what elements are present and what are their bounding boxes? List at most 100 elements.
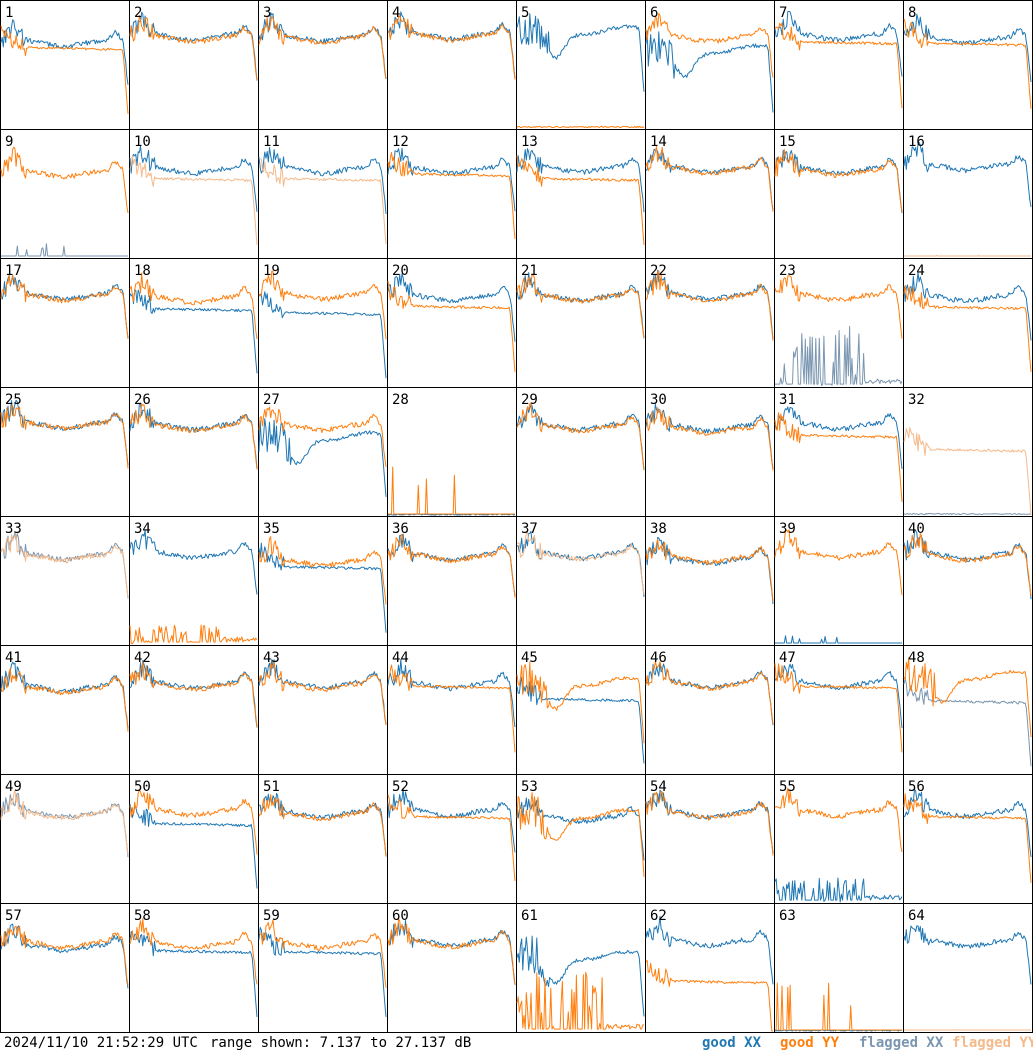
- panel-61: 61: [516, 903, 646, 1033]
- panel-33: 33: [0, 516, 130, 646]
- series-xx-48: [903, 678, 1032, 767]
- panel-label: 57: [5, 908, 22, 924]
- panel-frame: [387, 903, 517, 1033]
- panel-30: 30: [645, 387, 775, 517]
- panel-35: 35: [258, 516, 388, 646]
- series-xx-18: [129, 289, 258, 374]
- series-yy-41: [0, 668, 129, 732]
- panel-38: 38: [645, 516, 775, 646]
- panel-frame: [129, 903, 259, 1033]
- panel-frame: [645, 516, 775, 646]
- panel-34: 34: [129, 516, 259, 646]
- series-yy-51: [258, 794, 387, 857]
- panel-label: 31: [779, 392, 796, 408]
- series-yy-3: [258, 15, 387, 79]
- series-yy-62: [645, 960, 773, 1032]
- series-yy-13: [516, 155, 645, 245]
- panel-frame: [516, 258, 646, 388]
- panel-label: 55: [779, 779, 796, 795]
- panel-label: 29: [521, 392, 538, 408]
- series-yy-22: [645, 270, 774, 341]
- panel-label: 10: [134, 134, 151, 150]
- panel-label: 25: [5, 392, 22, 408]
- series-yy-6: [645, 12, 774, 78]
- panel-label: 33: [5, 521, 22, 537]
- panel-24: 24: [903, 258, 1033, 388]
- series-xx-37: [516, 530, 645, 597]
- series-yy-29: [516, 402, 645, 470]
- series-xx-53: [516, 797, 645, 861]
- series-xx-23: [775, 325, 903, 386]
- panel-20: 20: [387, 258, 517, 388]
- series-yy-46: [645, 661, 774, 725]
- panel-frame: [387, 258, 517, 388]
- series-yy-30: [645, 407, 774, 471]
- series-xx-47: [774, 663, 903, 729]
- panel-17: 17: [0, 258, 130, 388]
- panel-frame: [774, 258, 904, 388]
- panel-frame: [516, 387, 646, 517]
- panel-label: 63: [779, 908, 796, 924]
- panel-frame: [258, 645, 388, 775]
- series-xx-61: [516, 935, 645, 1017]
- series-yy-40: [903, 533, 1032, 597]
- series-yy-1: [0, 25, 129, 114]
- panel-label: 64: [908, 908, 925, 924]
- panel-56: 56: [903, 774, 1033, 904]
- panel-9: 9: [0, 129, 130, 259]
- panel-55: 55: [774, 774, 904, 904]
- series-yy-42: [129, 661, 258, 727]
- panel-label: 13: [521, 134, 538, 150]
- panel-label: 30: [650, 392, 667, 408]
- series-xx-56: [903, 788, 1032, 858]
- panel-label: 15: [779, 134, 796, 150]
- legend-good-xx: good XX: [702, 1035, 762, 1051]
- panel-label: 41: [5, 650, 22, 666]
- panel-frame: [258, 0, 388, 130]
- series-xx-9: [1, 243, 128, 257]
- panel-frame: [387, 516, 517, 646]
- panel-label: 2: [134, 5, 142, 21]
- series-yy-10: [129, 155, 258, 245]
- panel-label: 50: [134, 779, 151, 795]
- series-yy-31: [774, 412, 903, 502]
- series-xx-24: [903, 272, 1032, 341]
- legend-good-yy: good YY: [780, 1035, 840, 1051]
- panel-frame: [0, 129, 130, 259]
- series-xx-11: [258, 146, 387, 215]
- panel-frame: [387, 129, 517, 259]
- panel-26: 26: [129, 387, 259, 517]
- panel-label: 32: [908, 392, 925, 408]
- panel-frame: [774, 129, 904, 259]
- series-yy-7: [774, 22, 903, 109]
- series-yy-52: [387, 794, 516, 882]
- series-yy-56: [903, 793, 1032, 883]
- panel-frame: [387, 0, 517, 130]
- legend-flagged-xx: flagged XX: [859, 1035, 944, 1051]
- panel-label: 59: [263, 908, 280, 924]
- series-xx-41: [0, 661, 129, 729]
- panel-40: 40: [903, 516, 1033, 646]
- series-xx-59: [258, 927, 387, 1017]
- panel-39: 39: [774, 516, 904, 646]
- series-xx-62: [645, 915, 774, 985]
- series-yy-24: [903, 284, 1032, 372]
- series-yy-18: [129, 272, 258, 340]
- series-yy-12: [387, 152, 516, 239]
- series-yy-63: [775, 982, 902, 1031]
- series-yy-16: [904, 254, 1031, 257]
- panel-label: 28: [392, 392, 409, 408]
- series-xx-31: [774, 406, 903, 469]
- panel-52: 52: [387, 774, 517, 904]
- series-yy-5: [516, 125, 645, 129]
- panel-label: 48: [908, 650, 925, 666]
- panel-frame: [258, 387, 388, 517]
- series-yy-4: [387, 15, 516, 80]
- series-yy-8: [903, 18, 1032, 109]
- panel-32: 32: [903, 387, 1033, 517]
- panel-frame: [903, 258, 1033, 388]
- series-xx-12: [387, 147, 516, 212]
- panel-label: 11: [263, 134, 280, 150]
- panel-label: 61: [521, 908, 538, 924]
